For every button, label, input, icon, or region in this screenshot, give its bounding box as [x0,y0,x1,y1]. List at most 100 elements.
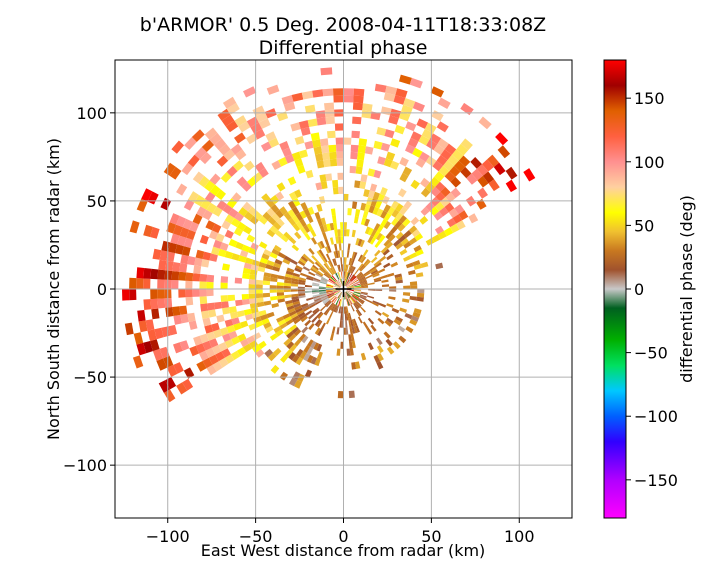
radar-gate [187,312,196,322]
radar-gate [326,290,334,292]
radar-gate [310,340,317,349]
radar-gate [410,315,419,322]
y-tick-label: 0 [97,280,107,299]
radar-gate [270,364,280,374]
radar-gate [355,361,361,369]
radar-gate [389,289,397,292]
radar-gate [295,265,303,271]
radar-gate [410,216,420,226]
radar-gate [353,292,360,297]
radar-gate [294,267,302,273]
radar-gate [166,222,177,234]
radar-gate [239,249,249,258]
radar-gate [364,146,374,155]
radar-gate [299,210,307,219]
radar-gate [391,200,399,210]
radar-gate [276,289,284,293]
radar-gate [380,218,388,227]
radar-gate [274,258,283,265]
radar-gate [358,276,366,281]
radar-gate [297,286,305,289]
radar-gate [284,349,293,358]
radar-gate [347,208,352,216]
radar-gate [220,276,229,283]
radar-gate [397,223,406,232]
radar-gate [300,315,308,323]
radar-gate [333,290,341,294]
radar-gate [402,292,411,296]
radar-gate [363,189,370,198]
radar-gate [401,104,413,115]
radar-gate [351,296,357,302]
radar-gate [315,110,326,119]
radar-gate [136,198,148,212]
radar-gate [333,284,341,288]
colorbar-ticks: −150 −100 −50 0 50 100 150 [626,89,678,490]
radar-gate [384,129,395,139]
radar-gate [387,272,395,278]
radar-gate [266,84,280,95]
radar-gate [416,292,425,298]
radar-gate [255,112,268,123]
radar-gate [195,343,206,354]
radar-gate [407,137,419,148]
radar-gate [346,285,354,289]
radar-gate [444,202,455,213]
radar-gate [344,292,346,300]
radar-gate [250,122,263,134]
radar-gate [324,309,331,316]
radar-gate [345,264,348,272]
radar-gate [300,227,308,235]
radar-gate [241,244,251,253]
radar-gate [361,286,369,289]
radar-gate [304,290,312,294]
radar-gate [369,266,376,272]
radar-gate [360,291,368,295]
radar-gate [136,342,147,356]
radar-gate [314,327,321,335]
radar-gate [209,173,221,185]
radar-gate [325,271,332,278]
radar-gate [143,268,152,279]
radar-gate [351,258,355,266]
radar-gate [349,258,354,266]
radar-gate [356,159,364,168]
radar-gate [345,279,350,286]
radar-gate [248,323,257,331]
radar-gate [329,268,334,275]
radar-gate [284,276,292,281]
radar-gate [270,296,278,301]
radar-gate [345,281,351,287]
radar-gate [349,274,354,281]
radar-gate [353,290,361,292]
radar-gate [346,290,354,294]
radar-gate [331,326,336,334]
radar-gate [338,264,341,272]
radar-gate [349,266,354,273]
radar-gate [431,234,441,243]
radar-gate [168,242,178,254]
radar-gate [352,293,360,298]
radar-gate [437,97,451,109]
radar-gate [180,313,189,324]
radar-gate [205,347,216,358]
radar-gate [450,187,461,199]
radar-gate [291,354,300,363]
radar-gate [218,357,229,368]
chart-subtitle: Differential phase [259,37,428,59]
radar-gate [374,279,382,283]
radar-gate [143,278,151,289]
radar-gate [177,235,187,247]
x-axis-ticks: −100 −50 0 50 100 [146,518,535,546]
radar-gate [240,338,250,348]
radar-gate [353,269,359,276]
radar-gate [451,149,464,161]
radar-gate [413,245,422,253]
radar-gate [224,229,234,239]
radar-gate [468,213,479,224]
radar-gate [150,226,160,239]
radar-gate [259,314,268,321]
radar-gate [227,294,236,302]
radar-gate [335,291,341,297]
radar-gate [255,293,264,299]
